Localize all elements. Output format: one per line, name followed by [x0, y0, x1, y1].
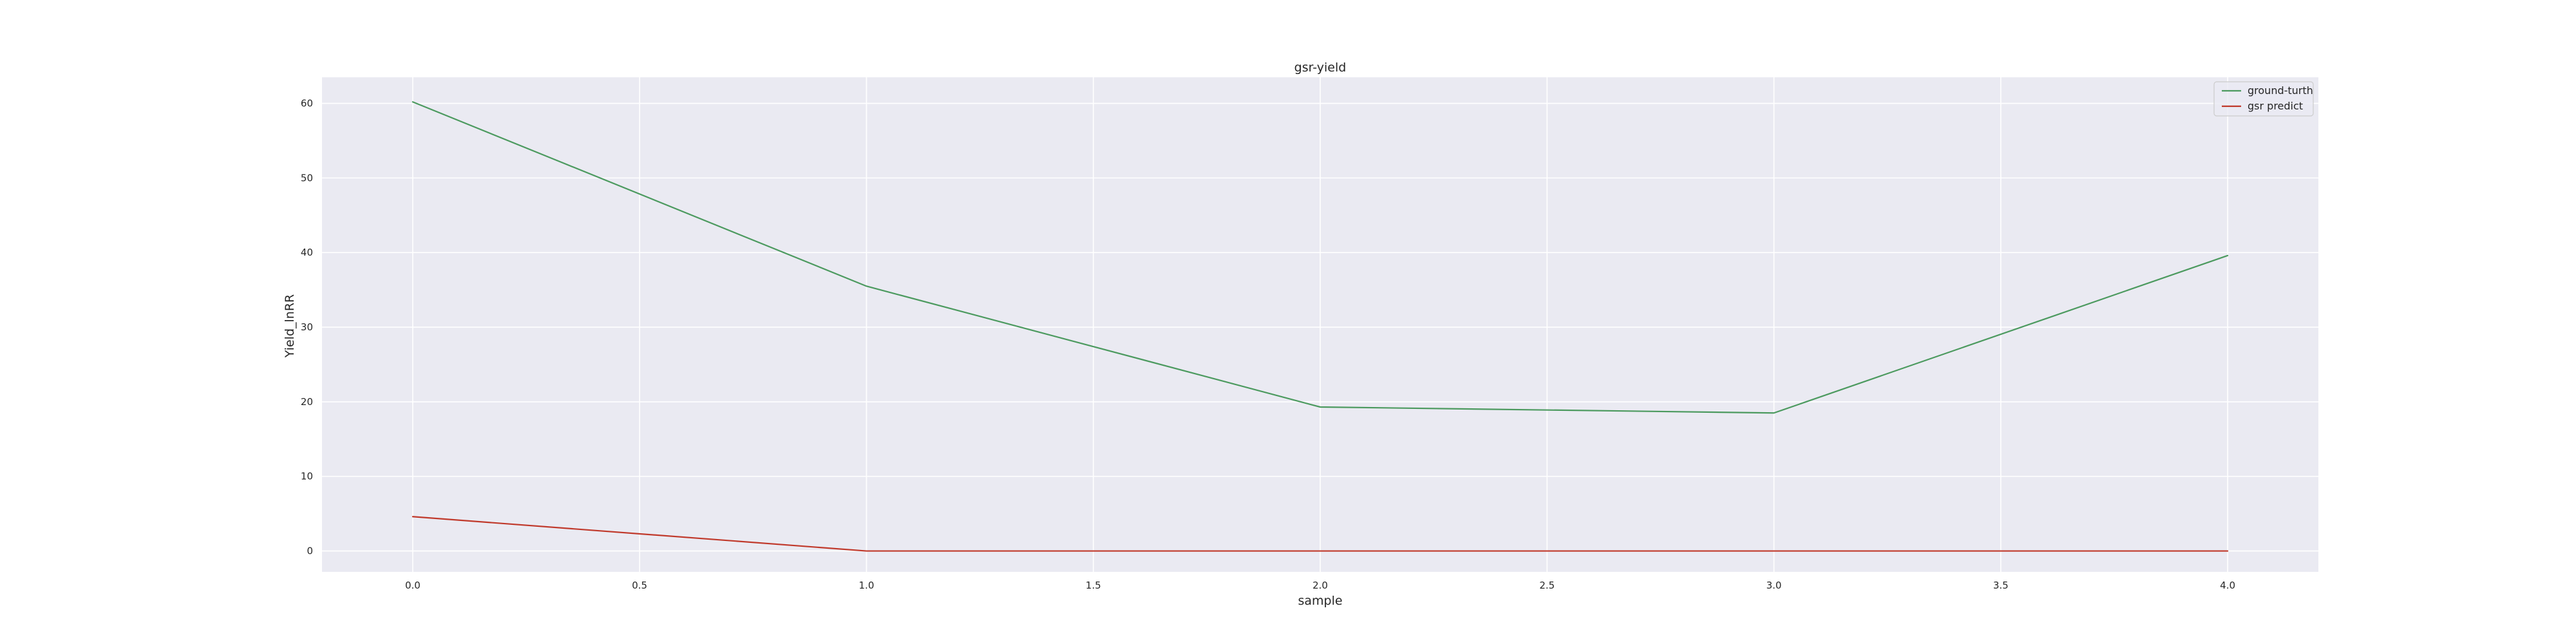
x-tick-label: 1.0 [859, 580, 875, 591]
legend-label-1: gsr predict [2248, 100, 2303, 112]
x-tick-label: 3.0 [1766, 580, 1782, 591]
y-axis-ticks: 0 10 20 30 40 50 60 [301, 98, 313, 557]
series-line-1 [412, 516, 2229, 552]
chart-title: gsr-yield [1294, 61, 1347, 75]
x-tick-label: 2.5 [1539, 580, 1555, 591]
y-tick-label: 10 [301, 471, 313, 482]
legend: ground-turth gsr predict [2213, 81, 2314, 117]
x-tick-label: 4.0 [2220, 580, 2235, 591]
y-tick-label: 30 [301, 321, 313, 333]
x-tick-label: 0.0 [405, 580, 421, 591]
x-tick-label: 1.5 [1086, 580, 1101, 591]
y-tick-label: 0 [307, 545, 313, 557]
x-tick-label: 2.0 [1312, 580, 1328, 591]
legend-label-0: ground-turth [2248, 84, 2313, 97]
series-line-0 [412, 101, 2229, 414]
y-tick-label: 40 [301, 247, 313, 258]
series-layer [412, 101, 2229, 552]
y-tick-label: 20 [301, 396, 313, 408]
x-tick-label: 3.5 [1993, 580, 2009, 591]
y-tick-label: 50 [301, 172, 313, 184]
x-axis-ticks: 0.0 0.5 1.0 1.5 2.0 2.5 3.0 3.5 4.0 [405, 580, 2235, 591]
x-axis-label: sample [1298, 594, 1342, 608]
y-axis-label: Yield_lnRR [283, 294, 297, 358]
y-tick-label: 60 [301, 98, 313, 109]
x-tick-label: 0.5 [632, 580, 647, 591]
